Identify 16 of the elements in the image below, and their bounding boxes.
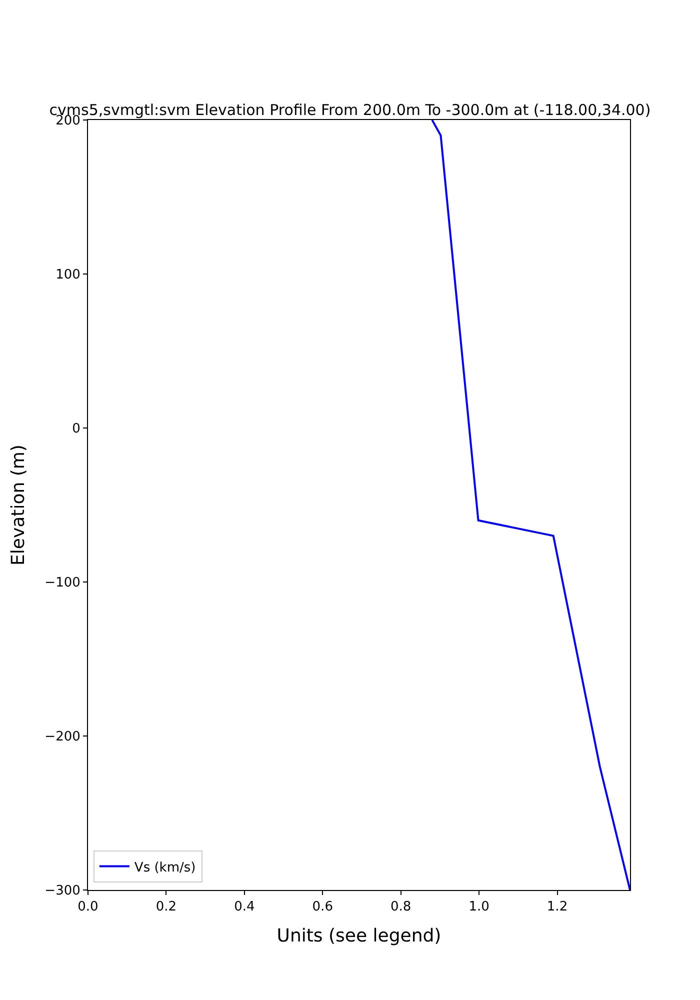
x-tick-label: 0.2 [156, 900, 177, 915]
x-tick-label: 1.0 [468, 900, 490, 915]
y-tick-label: −300 [44, 884, 80, 899]
y-tick-label: −200 [44, 730, 80, 745]
line-series [431, 120, 630, 890]
x-tick-label: 0.6 [312, 900, 333, 915]
y-tick-label: 0 [72, 422, 80, 437]
x-tick-label: 0.4 [234, 900, 255, 915]
y-axis-title: Elevation (m) [8, 444, 29, 566]
y-tick-label: 100 [56, 268, 80, 283]
x-tick-label: 1.2 [546, 900, 568, 915]
x-axis-title: Units (see legend) [276, 926, 442, 947]
x-tick-label: 0.8 [390, 900, 412, 915]
x-tick-label: 0.0 [78, 900, 98, 915]
legend-label: Vs (km/s) [134, 860, 196, 876]
y-tick-label: −100 [44, 576, 80, 591]
